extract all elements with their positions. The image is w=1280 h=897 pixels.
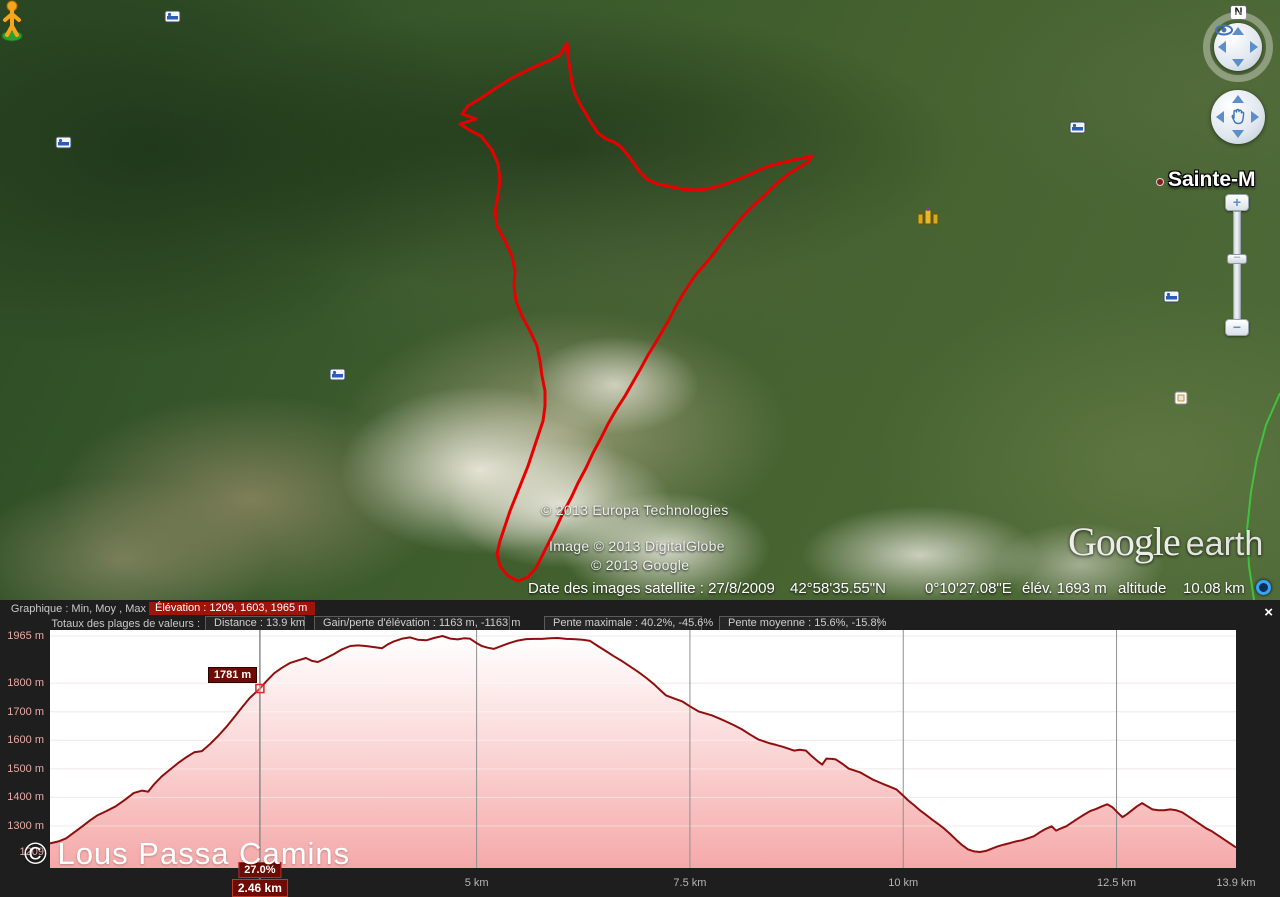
totals-label: Totaux des plages de valeurs : bbox=[51, 617, 200, 630]
elevation-stats-badge: Élévation : 1209, 1603, 1965 m bbox=[149, 602, 316, 615]
map-view[interactable]: © 2013 Europa Technologies Image © 2013 … bbox=[0, 0, 1280, 600]
landmark-icon[interactable] bbox=[917, 208, 939, 225]
zoom-handle[interactable] bbox=[1227, 251, 1247, 264]
profile-header-row2: Totaux des plages de valeurs : Distance … bbox=[0, 616, 886, 631]
place-dot bbox=[1156, 178, 1164, 186]
latitude-readout: 42°58'35.55"N bbox=[790, 580, 886, 597]
y-tick-label: 1300 m bbox=[7, 820, 44, 832]
y-tick-label: 1500 m bbox=[7, 762, 44, 775]
y-tick-label: 1600 m bbox=[7, 734, 44, 747]
x-tick-label: 10 km bbox=[888, 877, 919, 889]
vertical-gridlines bbox=[476, 630, 1118, 868]
photo-icon[interactable] bbox=[1174, 391, 1188, 405]
altitude-label: altitude bbox=[1118, 580, 1167, 597]
move-down-icon[interactable] bbox=[1232, 130, 1244, 138]
graph-minmax-label: Graphique : Min, Moy , Max bbox=[10, 602, 146, 615]
move-left-icon[interactable] bbox=[1216, 111, 1224, 123]
imagery-date: Date des images satellite : 27/8/2009 bbox=[528, 580, 775, 597]
streaming-indicator-icon bbox=[1256, 580, 1271, 595]
zoom-slider[interactable]: + − bbox=[1224, 194, 1250, 336]
zoom-track[interactable] bbox=[1233, 211, 1241, 321]
elevation-area bbox=[50, 636, 1236, 868]
move-up-icon[interactable] bbox=[1232, 95, 1244, 103]
hand-icon bbox=[1231, 108, 1245, 125]
lodging-icon[interactable] bbox=[1163, 290, 1180, 303]
zoom-out-button[interactable]: − bbox=[1225, 319, 1249, 336]
cursor-slope-tooltip: 27.0% bbox=[238, 862, 282, 878]
look-joystick[interactable] bbox=[1203, 12, 1273, 82]
lodging-icon[interactable] bbox=[1069, 121, 1086, 134]
copyright-digitalglobe: Image © 2013 DigitalGlobe bbox=[549, 538, 725, 554]
map-overlay bbox=[55, 10, 1280, 600]
place-label: Sainte-M bbox=[1168, 168, 1256, 191]
gridlines-over-fill bbox=[50, 635, 1236, 827]
y-tick-label: 1965 m bbox=[7, 630, 44, 642]
google-earth-logo: Google earth bbox=[1068, 519, 1264, 564]
cursor-elevation-tooltip: 1781 m bbox=[207, 666, 258, 683]
max-slope-stat: Pente maximale : 40.2%, -45.6% bbox=[544, 616, 713, 631]
cursor-marker bbox=[255, 683, 265, 694]
look-up-icon[interactable] bbox=[1232, 27, 1244, 35]
status-bar: Date des images satellite : 27/8/2009 42… bbox=[0, 578, 1280, 600]
longitude-readout: 0°10'27.08"E bbox=[925, 580, 1012, 597]
elevation-line bbox=[49, 635, 1237, 853]
cursor-distance-tooltip: 2.46 km bbox=[231, 879, 288, 897]
move-right-icon[interactable] bbox=[1251, 111, 1259, 123]
compass-ring[interactable] bbox=[1203, 12, 1273, 82]
distance-stat: Distance : 13.9 km bbox=[205, 616, 305, 631]
elevation-chart[interactable] bbox=[0, 600, 1280, 897]
x-tick-label: 7.5 km bbox=[673, 877, 707, 889]
profile-header-row1: Graphique : Min, Moy , Max Élévation : 1… bbox=[0, 602, 316, 615]
look-right-icon[interactable] bbox=[1250, 41, 1258, 53]
y-tick-label: 1400 m bbox=[7, 791, 44, 804]
green-track-path[interactable] bbox=[1245, 392, 1280, 600]
copyright-google: © 2013 Google bbox=[591, 557, 690, 573]
lodging-icon[interactable] bbox=[55, 136, 72, 149]
x-tick-label: 13.9 km bbox=[1216, 877, 1256, 889]
move-joystick[interactable] bbox=[1211, 90, 1265, 144]
lodging-icon[interactable] bbox=[164, 10, 181, 23]
lodging-icon[interactable] bbox=[329, 368, 346, 381]
look-down-icon[interactable] bbox=[1232, 59, 1244, 67]
x-tick-label: 5 km bbox=[464, 877, 489, 889]
altitude-readout: 10.08 km bbox=[1183, 580, 1245, 597]
y-tick-label: 1700 m bbox=[7, 705, 44, 718]
zoom-in-button[interactable]: + bbox=[1225, 194, 1249, 211]
watermark-text: © Lous Passa Camins bbox=[24, 836, 351, 871]
y-tick-label: 1209 bbox=[19, 846, 44, 858]
eye-icon bbox=[1215, 24, 1233, 36]
close-icon[interactable]: × bbox=[1264, 604, 1273, 621]
copyright-europa: © 2013 Europa Technologies bbox=[541, 502, 729, 518]
x-tick-label: 12.5 km bbox=[1096, 877, 1137, 889]
y-tick-label: 1800 m bbox=[7, 677, 44, 690]
look-left-icon[interactable] bbox=[1218, 41, 1226, 53]
elevation-readout: élév. 1693 m bbox=[1022, 580, 1107, 597]
pegman-icon[interactable] bbox=[0, 0, 24, 42]
elevation-profile-panel: × Graphique : Min, Moy , Max Élévation :… bbox=[0, 600, 1280, 897]
red-track-path[interactable] bbox=[458, 41, 814, 583]
